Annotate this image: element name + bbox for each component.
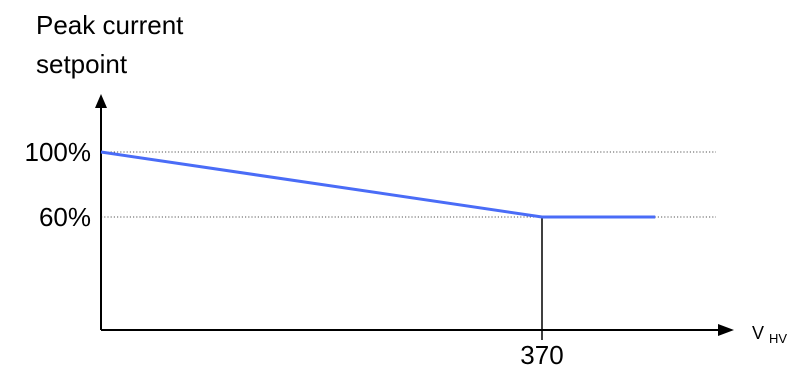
y-tick-label: 100%: [25, 137, 92, 167]
y-axis-title-line-1: Peak current: [36, 10, 184, 40]
tick-labels: 100% 60% 370: [25, 137, 564, 370]
y-tick-label: 60%: [39, 202, 91, 232]
y-axis-title-line-2: setpoint: [36, 49, 128, 79]
x-axis-title-subscript: HV: [769, 331, 787, 346]
x-axis-title-main: V: [752, 323, 764, 343]
x-tick-label: 370: [520, 340, 563, 370]
labels: Peak current setpoint V HV: [36, 10, 787, 346]
series-layer: [100, 150, 656, 219]
axes: [95, 94, 734, 336]
x-axis-arrow-icon: [718, 324, 734, 336]
y-axis-arrow-icon: [95, 94, 107, 108]
x-axis-title: V HV: [752, 323, 787, 346]
series-line-0: [100, 150, 656, 219]
guide-lines: [101, 151, 716, 340]
